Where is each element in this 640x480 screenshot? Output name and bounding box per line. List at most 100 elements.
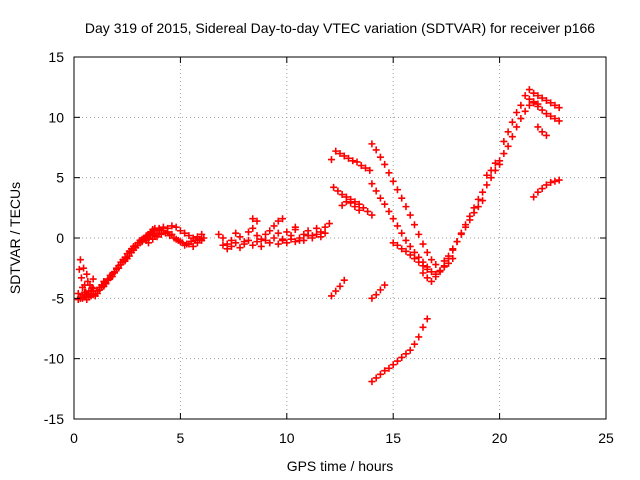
data-point [555, 117, 563, 125]
data-point [327, 156, 335, 164]
data-point [410, 340, 418, 348]
data-point [521, 92, 529, 100]
data-point [332, 287, 340, 295]
data-point [423, 274, 431, 282]
data-point [436, 268, 444, 276]
data-point [321, 229, 329, 237]
data-point [398, 194, 406, 202]
data-point [83, 270, 91, 278]
data-point [144, 239, 152, 247]
data-point [240, 240, 248, 248]
data-point [428, 268, 436, 276]
data-point [368, 180, 376, 188]
data-point [534, 188, 542, 196]
data-point [283, 239, 291, 247]
data-point [253, 238, 261, 246]
data-point [193, 239, 201, 247]
data-point [364, 207, 372, 215]
data-point [542, 131, 550, 139]
data-point [538, 185, 546, 193]
data-point [547, 178, 555, 186]
data-point [402, 350, 410, 358]
data-point [389, 215, 397, 223]
x-axis-label: GPS time / hours [287, 458, 394, 474]
data-point [419, 262, 427, 270]
data-point [149, 235, 157, 243]
data-point [300, 236, 308, 244]
data-point [327, 292, 335, 300]
x-tick-label: 15 [385, 430, 401, 446]
data-point [262, 230, 270, 238]
data-point [181, 229, 189, 237]
data-point [332, 147, 340, 155]
data-point [525, 95, 533, 103]
data-point [389, 239, 397, 247]
data-point [389, 177, 397, 185]
data-point [530, 99, 538, 107]
x-tick-label: 0 [70, 430, 78, 446]
data-point [419, 269, 427, 277]
data-point [483, 181, 491, 189]
data-point [538, 106, 546, 114]
data-point [368, 211, 376, 219]
y-tick-label: 10 [48, 109, 64, 125]
data-point [76, 256, 84, 264]
data-point [445, 252, 453, 260]
data-point [313, 224, 321, 232]
data-point [338, 201, 346, 209]
data-point [385, 169, 393, 177]
data-point [244, 228, 252, 236]
data-point [547, 112, 555, 120]
data-point [300, 230, 308, 238]
data-point [406, 346, 414, 354]
data-point [359, 204, 367, 212]
data-point [376, 370, 384, 378]
data-point [155, 229, 163, 237]
data-point [398, 245, 406, 253]
data-point [376, 286, 384, 294]
data-point [313, 230, 321, 238]
data-point [257, 235, 265, 243]
data-point [530, 193, 538, 201]
data-point [270, 234, 278, 242]
data-point [415, 333, 423, 341]
data-point [110, 268, 118, 276]
data-point [376, 153, 384, 161]
data-point [415, 258, 423, 266]
data-point [355, 206, 363, 214]
data-point [357, 162, 365, 170]
data-point [513, 109, 521, 117]
data-point [368, 140, 376, 148]
data-point [349, 157, 357, 165]
data-point [449, 245, 457, 253]
data-point [500, 150, 508, 158]
data-point [334, 187, 342, 195]
data-point [372, 187, 380, 195]
data-point [198, 230, 206, 238]
data-point [353, 158, 361, 166]
data-point [274, 217, 282, 225]
data-point [496, 157, 504, 165]
data-point [253, 217, 261, 225]
data-point [551, 101, 559, 109]
data-point [389, 361, 397, 369]
data-point [372, 291, 380, 299]
data-point [406, 251, 414, 259]
data-point [398, 229, 406, 237]
data-point [172, 223, 180, 231]
data-point [381, 200, 389, 208]
data-point [406, 211, 414, 219]
data-point [168, 222, 176, 230]
data-point [542, 96, 550, 104]
data-point [102, 280, 110, 288]
data-point [508, 118, 516, 126]
data-point [283, 228, 291, 236]
data-point [232, 239, 240, 247]
data-point [340, 152, 348, 160]
data-point [142, 232, 150, 240]
data-point [89, 275, 97, 283]
data-point [487, 166, 495, 174]
data-point [164, 228, 172, 236]
data-point [340, 276, 348, 284]
